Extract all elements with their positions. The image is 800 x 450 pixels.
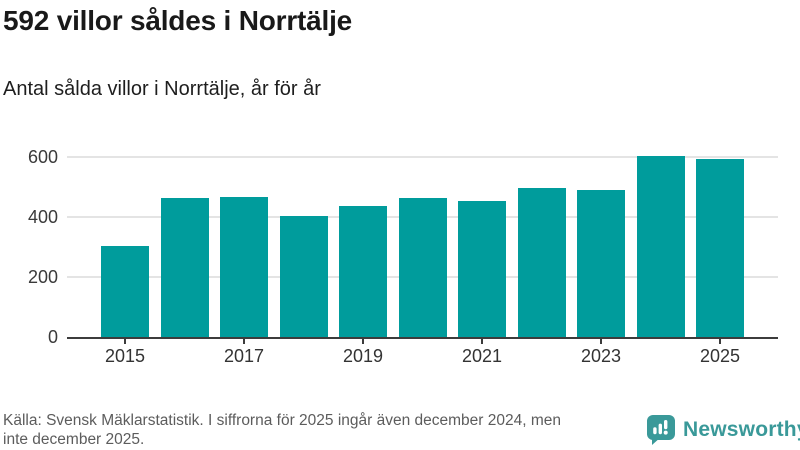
x-axis: 2015 2017 2019 2021 2023 2025 bbox=[67, 339, 778, 371]
bars-row bbox=[101, 139, 744, 337]
chart-title: 592 villor såldes i Norrtälje bbox=[3, 5, 353, 36]
y-tick-label-400: 400 bbox=[27, 207, 58, 227]
x-tick-2017 bbox=[243, 339, 245, 344]
x-tick-label-2019: 2019 bbox=[342, 346, 384, 366]
bar-2018 bbox=[279, 216, 328, 337]
bar-2016 bbox=[160, 197, 209, 337]
x-tick-label-2015: 2015 bbox=[104, 346, 146, 366]
x-tick-2023 bbox=[600, 339, 602, 344]
x-tick-2015 bbox=[124, 339, 126, 344]
x-tick-label-2025: 2025 bbox=[699, 346, 741, 366]
source-note-line1: Källa: Svensk Mäklarstatistik. I siffror… bbox=[3, 412, 561, 429]
bar-2024 bbox=[636, 155, 685, 337]
x-tick-2025 bbox=[719, 339, 721, 344]
y-tick-label-600: 600 bbox=[27, 147, 58, 167]
source-note-line2: inte december 2025. bbox=[3, 431, 145, 448]
bar-2019 bbox=[339, 205, 387, 337]
y-tick-label-200: 200 bbox=[27, 267, 58, 287]
bar-2020 bbox=[398, 198, 447, 337]
bar-2022 bbox=[517, 187, 566, 337]
y-tick-label-0: 0 bbox=[47, 327, 58, 347]
bar-2021 bbox=[458, 201, 506, 337]
gridline-600 bbox=[67, 156, 778, 158]
newsworthy-bubble-chart-icon bbox=[647, 415, 675, 445]
brand-logo: Newsworthy bbox=[646, 414, 800, 446]
y-axis: 0 200 400 600 bbox=[0, 139, 58, 347]
x-tick-2021 bbox=[481, 339, 483, 344]
x-tick-label-2023: 2023 bbox=[580, 346, 622, 366]
bar-2025 bbox=[696, 159, 744, 337]
bar-2015 bbox=[101, 246, 149, 337]
x-tick-label-2017: 2017 bbox=[223, 346, 265, 366]
bar-2017 bbox=[220, 196, 268, 337]
x-tick-label-2021: 2021 bbox=[461, 346, 503, 366]
bar-chart-plot-area bbox=[67, 139, 778, 339]
bar-2023 bbox=[577, 190, 625, 337]
chart-subtitle: Antal sålda villor i Norrtälje, år för å… bbox=[3, 78, 321, 100]
source-note: Källa: Svensk Mäklarstatistik. I siffror… bbox=[3, 411, 651, 449]
brand-name: Newsworthy bbox=[683, 418, 800, 441]
x-tick-2019 bbox=[362, 339, 364, 344]
